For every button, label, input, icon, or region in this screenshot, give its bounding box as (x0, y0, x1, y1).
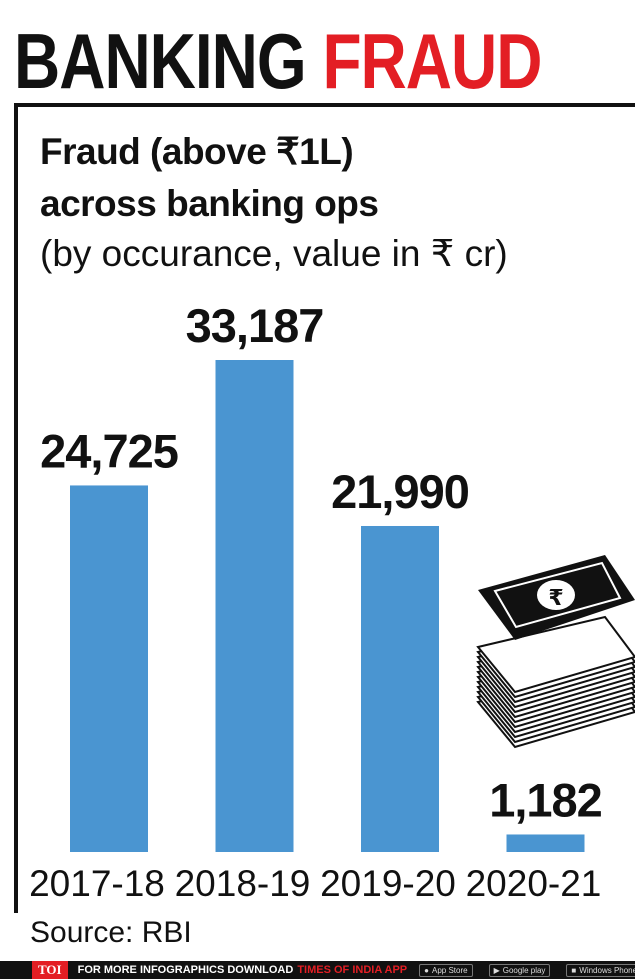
footer-text: FOR MORE INFOGRAPHICS DOWNLOAD (77, 964, 294, 976)
subtitle-line-1: Fraud (above ₹1L) (40, 131, 354, 172)
bar-2017-18 (70, 485, 148, 852)
play-icon: ▶ (493, 965, 500, 975)
headline: BANKING FRAUD (14, 22, 542, 100)
apple-icon: ● (424, 965, 429, 975)
headline-fraud: FRAUD (322, 17, 542, 105)
chart-frame (14, 103, 635, 913)
bar-2018-19 (215, 360, 294, 852)
source-note: Source: RBI (30, 916, 192, 949)
category-label-2018-19: 2018-19 (175, 863, 311, 904)
windows-icon: ■ (571, 965, 577, 975)
cash-stack-icon: ₹ (476, 555, 635, 749)
bar-2020-21 (506, 834, 585, 852)
app-store-badge[interactable]: ● App Store (419, 963, 473, 977)
category-label-2020-21: 2020-21 (466, 863, 602, 904)
value-label-2018-19: 33,187 (186, 299, 324, 352)
subtitle-line-3: (by occurance, value in ₹ cr) (40, 233, 508, 274)
value-label-2020-21: 1,182 (489, 773, 602, 826)
category-label-2017-18: 2017-18 (29, 863, 165, 904)
svg-text:₹: ₹ (548, 586, 563, 611)
windows-phone-badge[interactable]: ■ Windows Phone (566, 963, 635, 977)
footer-app-name[interactable]: TIMES OF INDIA APP (297, 964, 408, 976)
bar-2019-20 (361, 525, 439, 852)
value-label-2019-20: 21,990 (331, 465, 469, 518)
value-label-2017-18: 24,725 (40, 424, 178, 477)
subtitle-line-2: across banking ops (40, 183, 379, 224)
footer-bar: TOI FOR MORE INFOGRAPHICS DOWNLOAD TIMES… (0, 961, 635, 979)
google-play-badge[interactable]: ▶ Google play (488, 963, 551, 977)
category-label-2019-20: 2019-20 (320, 863, 456, 904)
headline-banking: BANKING (14, 17, 307, 105)
toi-logo: TOI (32, 961, 68, 979)
